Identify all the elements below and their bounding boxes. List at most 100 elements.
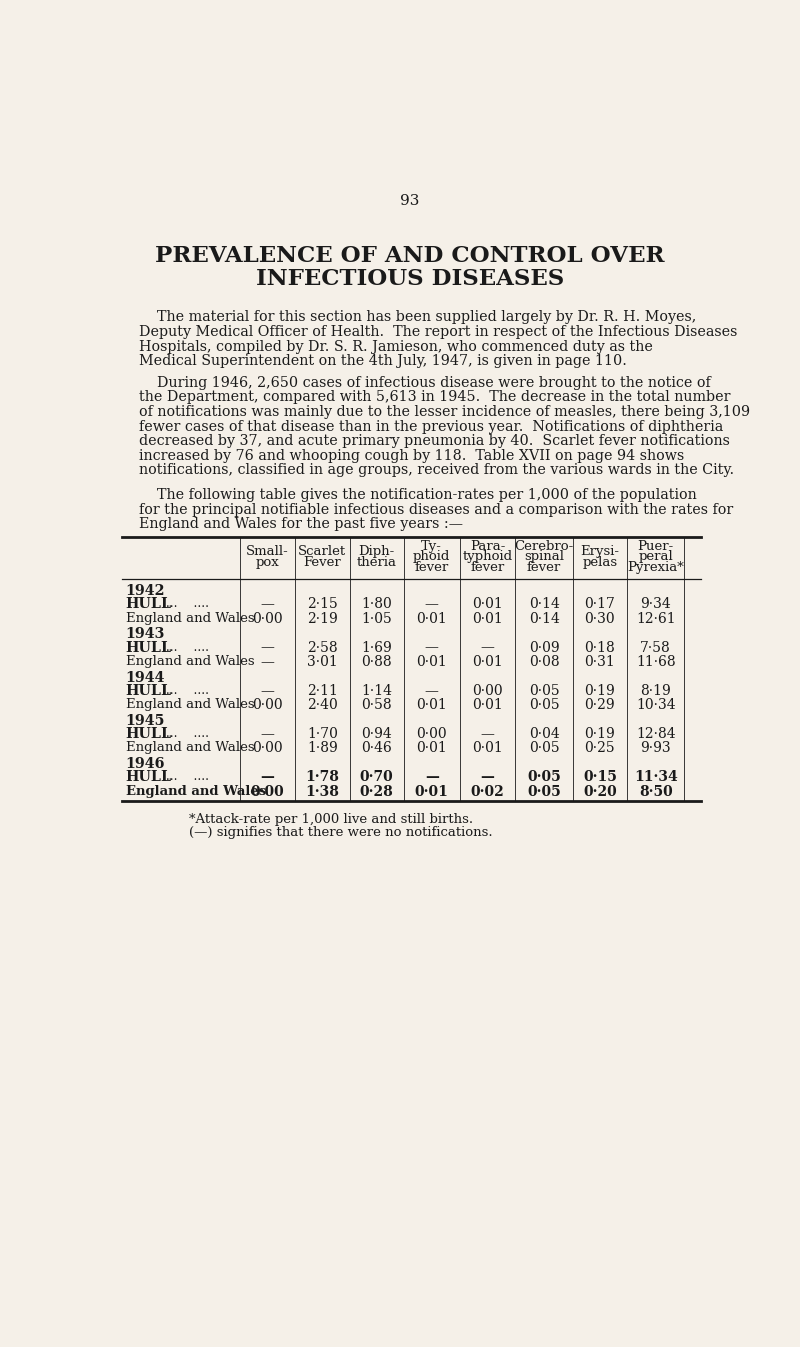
Text: 0·05: 0·05 [529,684,559,698]
Text: During 1946, 2,650 cases of infectious disease were brought to the notice of: During 1946, 2,650 cases of infectious d… [138,376,710,389]
Text: 2·58: 2·58 [307,641,338,655]
Text: 7·58: 7·58 [640,641,671,655]
Text: 2·40: 2·40 [307,698,338,713]
Text: 1944: 1944 [126,671,165,684]
Text: England and Wales: England and Wales [126,784,266,797]
Text: 0·01: 0·01 [414,784,449,799]
Text: (—) signifies that there were no notifications.: (—) signifies that there were no notific… [189,826,493,839]
Text: —: — [261,770,274,784]
Text: —: — [261,598,274,612]
Text: —: — [425,770,438,784]
Text: ....    ....: .... .... [162,684,209,696]
Text: —: — [481,641,494,655]
Text: HULL: HULL [126,727,172,741]
Text: 10·34: 10·34 [636,698,675,713]
Text: 2·11: 2·11 [307,684,338,698]
Text: 0·00: 0·00 [252,612,282,626]
Text: —: — [261,655,274,669]
Text: 0·00: 0·00 [250,784,284,799]
Text: 0·00: 0·00 [252,698,282,713]
Text: 1·70: 1·70 [307,727,338,741]
Text: 0·01: 0·01 [472,698,503,713]
Text: —: — [261,727,274,741]
Text: The material for this section has been supplied largely by Dr. R. H. Moyes,: The material for this section has been s… [138,310,696,325]
Text: Pyrexia*: Pyrexia* [627,562,684,574]
Text: Scarlet: Scarlet [298,546,346,558]
Text: Small-: Small- [246,546,289,558]
Text: spinal: spinal [524,551,564,563]
Text: 12·84: 12·84 [636,727,675,741]
Text: 0·05: 0·05 [527,770,561,784]
Text: 0·29: 0·29 [585,698,615,713]
Text: 0·17: 0·17 [585,598,615,612]
Text: 0·18: 0·18 [585,641,615,655]
Text: increased by 76 and whooping cough by 118.  Table XVII on page 94 shows: increased by 76 and whooping cough by 11… [138,449,684,463]
Text: 1·80: 1·80 [362,598,392,612]
Text: 8·19: 8·19 [640,684,671,698]
Text: 0·01: 0·01 [472,741,503,756]
Text: 0·02: 0·02 [470,784,504,799]
Text: 2·19: 2·19 [307,612,338,626]
Text: fever: fever [470,562,505,574]
Text: 0·25: 0·25 [585,741,615,756]
Text: 0·01: 0·01 [472,612,503,626]
Text: typhoid: typhoid [462,551,513,563]
Text: 0·28: 0·28 [360,784,394,799]
Text: for the principal notifiable infectious diseases and a comparison with the rates: for the principal notifiable infectious … [138,502,733,517]
Text: 11·68: 11·68 [636,655,675,669]
Text: Cerebro-: Cerebro- [514,540,574,552]
Text: 0·19: 0·19 [585,727,615,741]
Text: 0·88: 0·88 [362,655,392,669]
Text: fewer cases of that disease than in the previous year.  Notifications of diphthe: fewer cases of that disease than in the … [138,419,723,434]
Text: phoid: phoid [413,551,450,563]
Text: England and Wales: England and Wales [126,698,254,711]
Text: 0·01: 0·01 [416,741,447,756]
Text: 12·61: 12·61 [636,612,675,626]
Text: of notifications was mainly due to the lesser incidence of measles, there being : of notifications was mainly due to the l… [138,405,750,419]
Text: 0·01: 0·01 [416,698,447,713]
Text: fever: fever [527,562,562,574]
Text: 9·34: 9·34 [640,598,671,612]
Text: —: — [425,598,438,612]
Text: notifications, classified in age groups, received from the various wards in the : notifications, classified in age groups,… [138,463,734,477]
Text: theria: theria [357,556,397,568]
Text: 1·89: 1·89 [307,741,338,756]
Text: 0·00: 0·00 [416,727,447,741]
Text: Puer-: Puer- [638,540,674,552]
Text: peral: peral [638,551,673,563]
Text: *Attack-rate per 1,000 live and still births.: *Attack-rate per 1,000 live and still bi… [189,814,474,826]
Text: pox: pox [255,556,279,568]
Text: —: — [481,727,494,741]
Text: 0·05: 0·05 [527,784,561,799]
Text: pelas: pelas [582,556,618,568]
Text: Diph-: Diph- [358,546,395,558]
Text: Fever: Fever [303,556,342,568]
Text: England and Wales: England and Wales [126,741,254,754]
Text: 0·31: 0·31 [585,655,615,669]
Text: 1·14: 1·14 [361,684,392,698]
Text: fever: fever [414,562,449,574]
Text: 0·15: 0·15 [583,770,617,784]
Text: —: — [261,641,274,655]
Text: 0·01: 0·01 [472,655,503,669]
Text: Ty-: Ty- [422,540,442,552]
Text: 1·69: 1·69 [362,641,392,655]
Text: 0·94: 0·94 [362,727,392,741]
Text: —: — [481,770,494,784]
Text: 0·08: 0·08 [529,655,559,669]
Text: —: — [261,684,274,698]
Text: 1945: 1945 [126,714,165,727]
Text: England and Wales: England and Wales [126,612,254,625]
Text: —: — [425,641,438,655]
Text: 0·01: 0·01 [472,598,503,612]
Text: 0·09: 0·09 [529,641,559,655]
Text: 1·38: 1·38 [306,784,339,799]
Text: 0·00: 0·00 [472,684,503,698]
Text: INFECTIOUS DISEASES: INFECTIOUS DISEASES [256,268,564,290]
Text: 3·01: 3·01 [307,655,338,669]
Text: 0·30: 0·30 [585,612,615,626]
Text: decreased by 37, and acute primary pneumonia by 40.  Scarlet fever notifications: decreased by 37, and acute primary pneum… [138,434,730,449]
Text: ....    ....: .... .... [162,641,209,653]
Text: 0·70: 0·70 [360,770,394,784]
Text: 93: 93 [400,194,420,207]
